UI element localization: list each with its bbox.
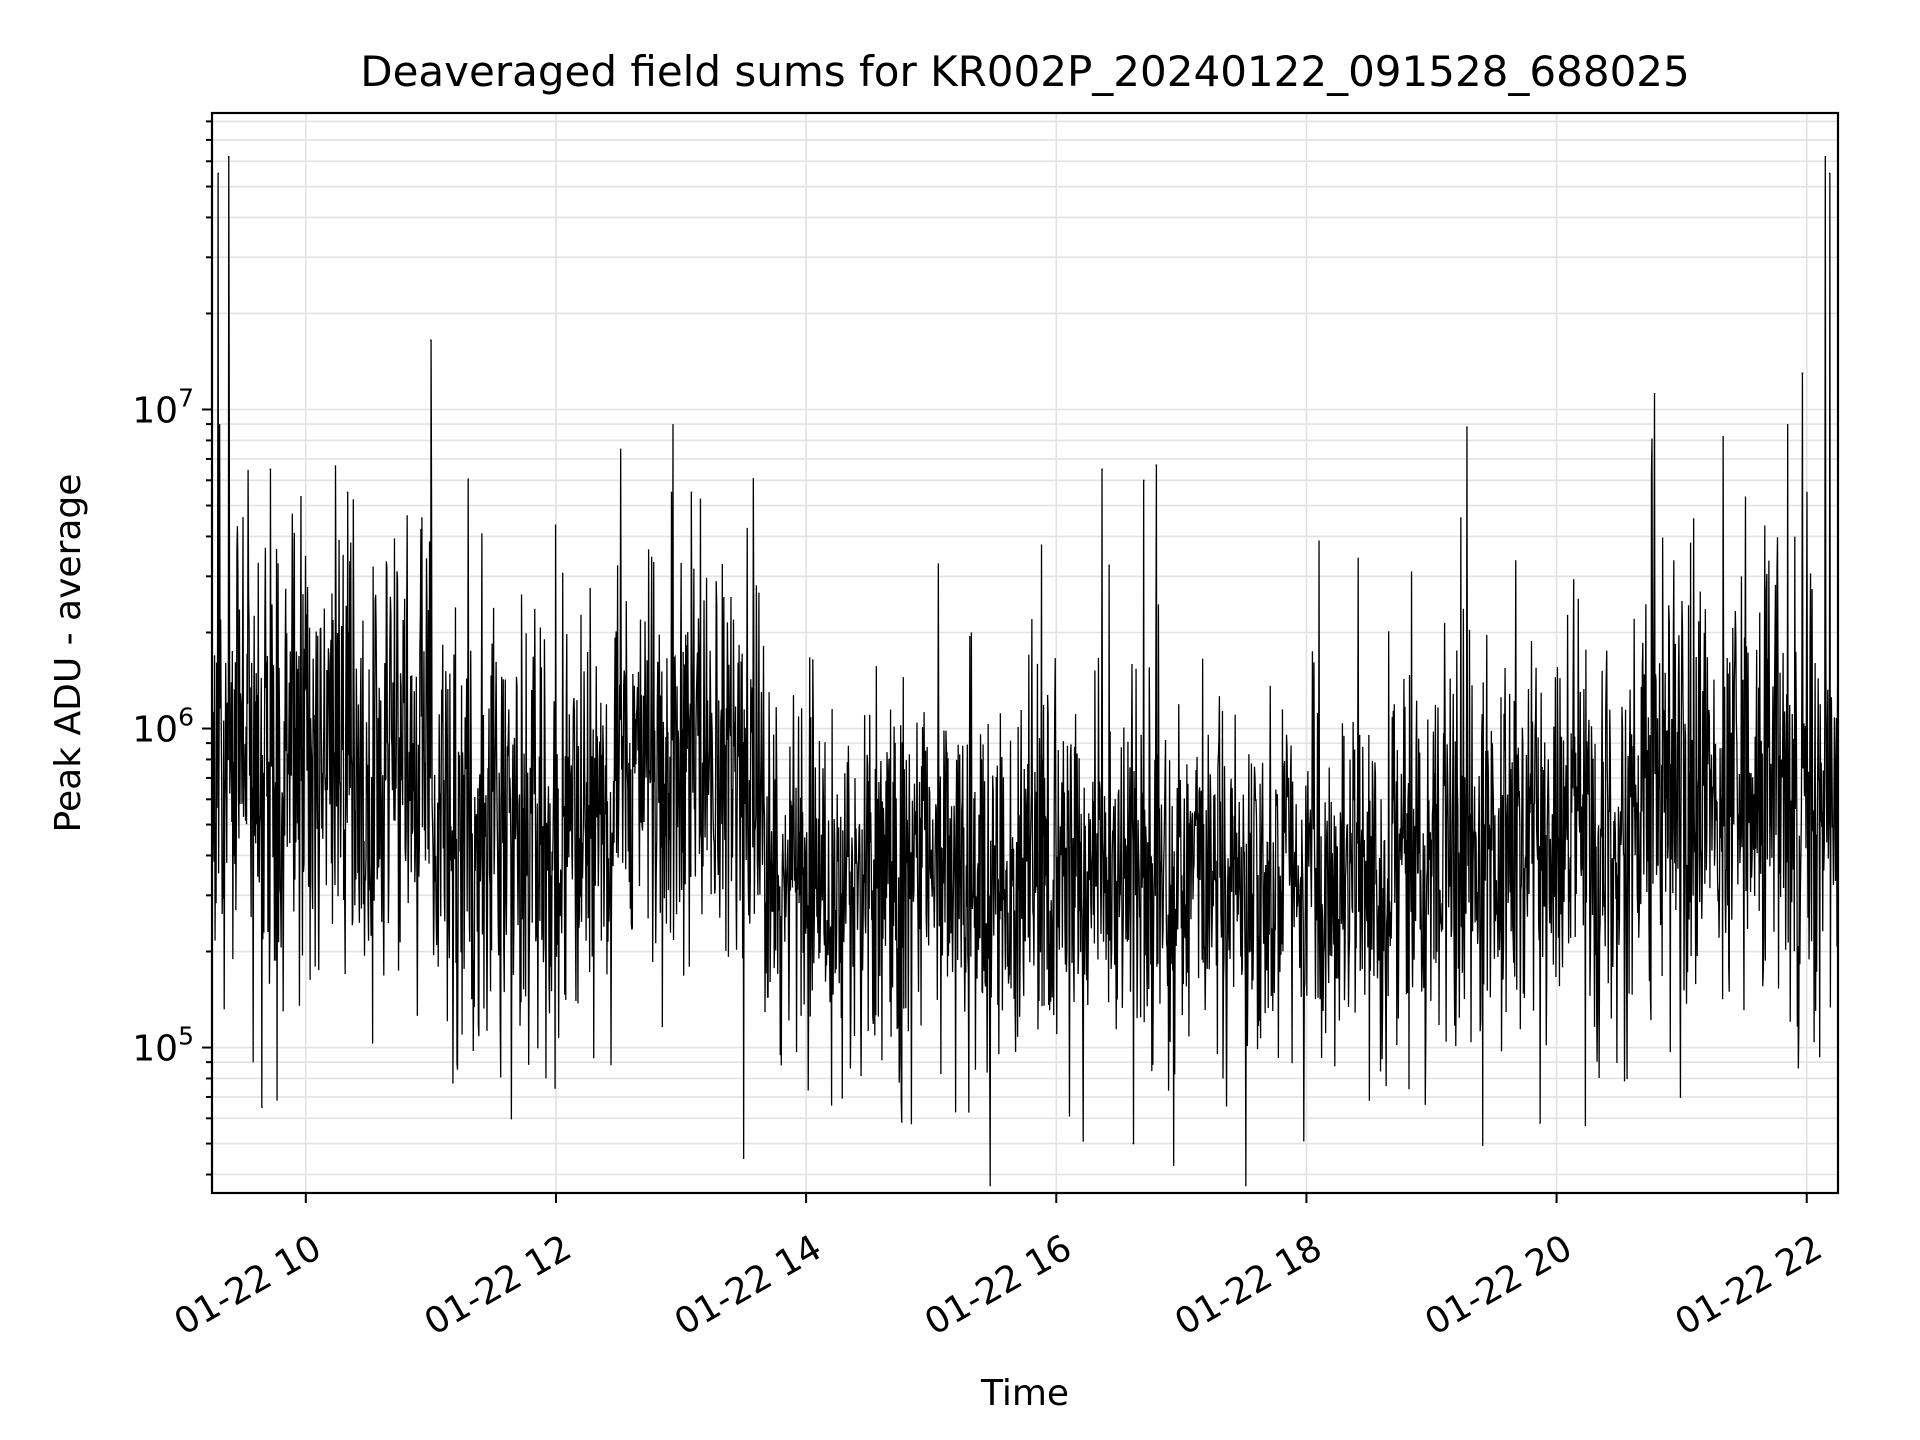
x-tick-label: 01-22 22 [1669, 1227, 1830, 1343]
peak-point [1824, 155, 1827, 158]
peak-point [430, 339, 432, 341]
plot-frame [210, 111, 1840, 1195]
peak-point [246, 702, 249, 705]
y-tick-base: 10 [132, 710, 178, 751]
series-line [211, 156, 1839, 1187]
peak-point [346, 491, 349, 494]
peak-point [269, 468, 272, 470]
peak-point [742, 1157, 745, 1159]
y-tick-label: 106 [132, 703, 194, 751]
x-tick-label: 01-22 18 [1168, 1227, 1329, 1343]
peak-point [1155, 464, 1158, 466]
peak-point [1101, 468, 1103, 470]
peak-point [227, 155, 230, 158]
y-tick-label: 107 [132, 384, 194, 432]
y-tick-base: 10 [132, 391, 178, 432]
y-tick-exponent: 7 [178, 384, 194, 413]
x-tick-label: 01-22 16 [918, 1227, 1079, 1343]
y-tick-exponent: 5 [178, 1022, 194, 1051]
x-tick-label: 01-22 10 [168, 1227, 329, 1343]
peak-point [690, 491, 693, 494]
x-tick-label: 01-22 20 [1418, 1227, 1579, 1343]
data-series-layer [211, 155, 1839, 1187]
peak-point [1132, 1142, 1135, 1145]
chart-title: Deaveraged field sums for KR002P_2024012… [360, 47, 1690, 96]
peak-point [1143, 479, 1145, 482]
y-tick-label: 105 [132, 1022, 194, 1070]
peak-point [1466, 426, 1468, 429]
x-axis-label: Time [980, 1373, 1069, 1414]
peak-point [261, 1106, 263, 1109]
peak-point [217, 172, 220, 175]
peak-point [1801, 372, 1804, 374]
y-tick-base: 10 [132, 1029, 178, 1070]
peak-point [1539, 1122, 1541, 1124]
y-axis-label: Peak ADU - average [48, 474, 89, 833]
y-tick-exponent: 6 [178, 703, 194, 732]
x-tick-label: 01-22 14 [668, 1227, 829, 1343]
peak-point [1653, 393, 1656, 395]
peak-point [1828, 172, 1831, 175]
x-tick-label: 01-22 12 [418, 1227, 579, 1343]
